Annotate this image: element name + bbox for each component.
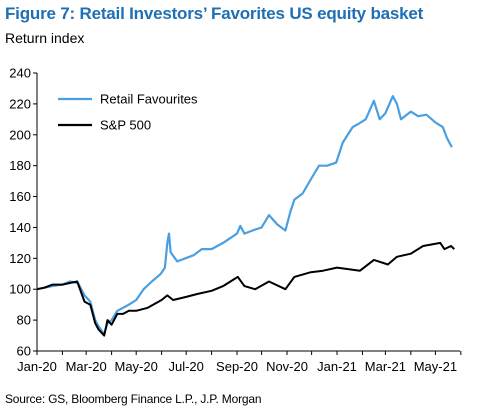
x-tick-label: Nov-20 [266,359,308,374]
legend-label-sp500: S&P 500 [100,118,151,133]
y-tick-label: 200 [9,127,31,142]
x-tick-label: Jul-20 [168,359,203,374]
x-tick-label: Mar-20 [66,359,107,374]
y-tick-label: 60 [17,344,31,359]
legend-label-retail-favourites: Retail Favourites [100,92,198,107]
figure-title: Figure 7: Retail Investors’ Favorites US… [5,4,424,23]
y-tick-label: 220 [9,96,31,111]
y-tick-label: 240 [9,66,31,81]
y-tick-label: 160 [9,189,31,204]
chart-series [36,95,455,337]
x-tick-label: May-21 [414,359,457,374]
series-line-sp500 [36,241,455,337]
y-tick-label: 140 [9,220,31,235]
y-tick-label: 100 [9,282,31,297]
chart-legend: Retail Favourites S&P 500 [58,92,198,133]
x-tick-label: Jan-21 [317,359,357,374]
x-tick-label: Jan-20 [17,359,57,374]
x-tick-label: Sep-20 [216,359,258,374]
y-tick-label: 80 [17,313,31,328]
figure-subtitle: Return index [5,30,85,46]
source-note: Source: GS, Bloomberg Finance L.P., J.P.… [5,392,262,406]
chart-axes: 60 80 100 120 140 160 180 200 220 240 Jan-20 Mar-20… [9,66,462,374]
x-tick-label: Mar-21 [365,359,406,374]
y-tick-label: 120 [9,251,31,266]
x-tick-label: May-20 [115,359,158,374]
y-tick-label: 180 [9,158,31,173]
series-line-retail-favourites [36,95,453,336]
